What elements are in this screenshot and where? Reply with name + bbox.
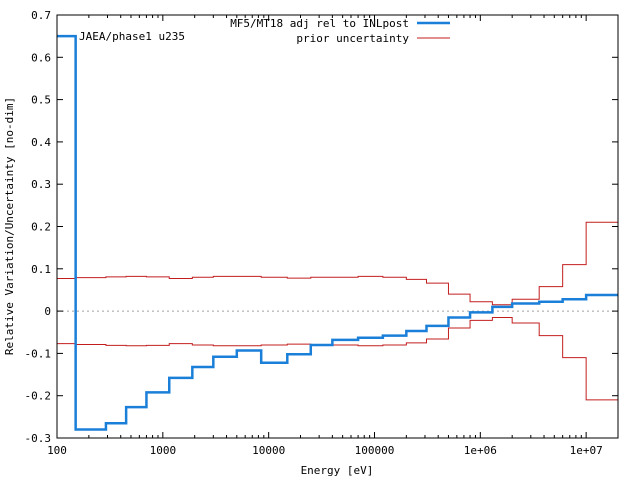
y-tick-label: -0.3: [25, 432, 52, 445]
x-tick-label: 1e+06: [464, 444, 497, 457]
legend-label-adj: MF5/MT18 adj rel to INLpost: [230, 17, 409, 30]
y-tick-label: 0.5: [31, 94, 51, 107]
y-tick-label: -0.1: [25, 347, 52, 360]
plot-frame: [56, 14, 619, 439]
series-prior-lower: [57, 316, 618, 401]
y-tick-label: 0.4: [31, 136, 51, 149]
y-tick-label: 0.7: [31, 9, 51, 22]
chart-annotation: JAEA/phase1 u235: [79, 30, 185, 43]
series-prior-upper: [57, 221, 618, 306]
y-tick-label: 0: [44, 305, 51, 318]
y-tick-label: 0.3: [31, 178, 51, 191]
x-tick-label: 10000: [252, 444, 285, 457]
y-tick-label: -0.2: [25, 390, 52, 403]
legend-label-prior: prior uncertainty: [296, 32, 409, 45]
series-adj: [57, 34, 618, 431]
x-tick-label: 1000: [150, 444, 177, 457]
y-tick-label: 0.1: [31, 263, 51, 276]
x-tick-label: 100000: [355, 444, 395, 457]
legend: MF5/MT18 adj rel to INLpost prior uncert…: [230, 17, 450, 45]
y-axis-label: Relative Variation/Uncertainty [no-dim]: [3, 97, 16, 355]
x-tick-label: 100: [47, 444, 67, 457]
x-tick-label: 1e+07: [570, 444, 603, 457]
y-tick-label: 0.6: [31, 51, 51, 64]
x-axis-label: Energy [eV]: [301, 464, 374, 477]
y-tick-label: 0.2: [31, 221, 51, 234]
